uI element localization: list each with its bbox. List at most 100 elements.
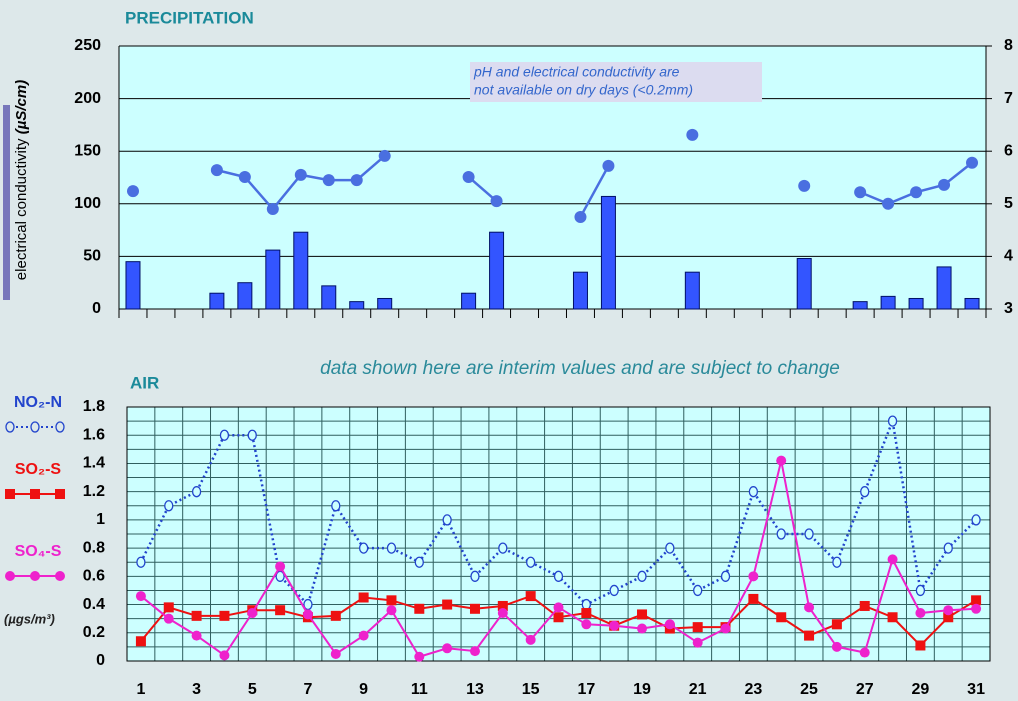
x-tick-label: 17 bbox=[577, 681, 595, 698]
marker bbox=[581, 608, 592, 619]
bar bbox=[349, 301, 365, 310]
marker bbox=[720, 570, 731, 582]
legend-label: SO₄-S bbox=[15, 543, 62, 560]
x-tick-label: 21 bbox=[689, 681, 707, 698]
marker bbox=[798, 179, 811, 192]
marker bbox=[470, 570, 480, 582]
marker bbox=[581, 619, 592, 630]
marker bbox=[525, 634, 536, 645]
marker bbox=[553, 602, 564, 613]
bar bbox=[125, 261, 141, 310]
bar bbox=[852, 301, 868, 310]
marker bbox=[497, 608, 508, 619]
bar bbox=[572, 271, 588, 310]
x-tick-label: 19 bbox=[633, 681, 651, 698]
marker bbox=[831, 641, 842, 652]
y-tick-label: 1.8 bbox=[83, 398, 105, 415]
marker bbox=[776, 612, 787, 623]
chart-subtitle: data shown here are interim values and a… bbox=[320, 358, 840, 379]
marker bbox=[191, 486, 202, 498]
marker bbox=[358, 592, 369, 603]
y-axis-label: electrical conductivity (µS/cm) bbox=[13, 80, 30, 280]
marker bbox=[859, 600, 870, 611]
bar bbox=[321, 285, 337, 310]
y-tick-label: 100 bbox=[74, 195, 101, 212]
bar bbox=[908, 297, 924, 310]
marker bbox=[469, 646, 480, 657]
marker bbox=[498, 542, 508, 554]
y-tick-label: 1.2 bbox=[83, 483, 105, 500]
bar bbox=[461, 292, 477, 310]
legend-marker bbox=[30, 489, 40, 499]
y-axis-label-unit: (µS/cm) bbox=[13, 80, 30, 135]
marker bbox=[386, 542, 397, 554]
marker bbox=[302, 609, 313, 620]
marker bbox=[748, 486, 759, 498]
marker bbox=[525, 591, 536, 602]
bar bbox=[880, 295, 896, 310]
axis-legend-swatch bbox=[3, 105, 10, 300]
unit-label: (µgs/m³) bbox=[4, 611, 55, 626]
marker bbox=[136, 556, 146, 568]
x-tick-label: 25 bbox=[800, 681, 818, 698]
marker bbox=[135, 591, 146, 602]
chart-title: PRECIPITATION bbox=[125, 8, 254, 27]
marker bbox=[574, 210, 587, 223]
plot-border bbox=[126, 406, 991, 662]
y-tick-label: 0 bbox=[92, 300, 101, 317]
marker bbox=[378, 149, 391, 162]
y2-tick-label: 6 bbox=[1004, 142, 1013, 159]
y-tick-label: 0.4 bbox=[83, 596, 105, 613]
marker bbox=[442, 514, 452, 526]
marker bbox=[163, 602, 174, 613]
y-axis-label-text: electrical conductivity bbox=[13, 138, 30, 280]
marker bbox=[692, 637, 703, 648]
marker bbox=[915, 640, 926, 651]
marker bbox=[860, 486, 870, 498]
y-tick-label: 200 bbox=[74, 90, 101, 107]
marker bbox=[219, 610, 230, 621]
x-tick-label: 7 bbox=[303, 681, 312, 698]
marker bbox=[602, 159, 615, 172]
legend-marker bbox=[55, 421, 65, 433]
x-tick-label: 5 bbox=[248, 681, 257, 698]
marker bbox=[776, 455, 787, 466]
x-tick-label: 23 bbox=[744, 681, 762, 698]
marker bbox=[386, 595, 397, 606]
marker bbox=[748, 593, 759, 604]
marker bbox=[490, 195, 503, 208]
marker bbox=[664, 619, 675, 630]
x-tick-label: 29 bbox=[912, 681, 930, 698]
marker bbox=[442, 599, 453, 610]
y-tick-label: 1.4 bbox=[83, 455, 105, 472]
bar bbox=[936, 266, 952, 310]
marker bbox=[882, 197, 895, 210]
y2-tick-label: 4 bbox=[1004, 248, 1013, 265]
marker bbox=[943, 605, 954, 616]
marker bbox=[210, 164, 223, 177]
marker bbox=[943, 612, 954, 623]
bar bbox=[600, 195, 616, 310]
marker bbox=[553, 570, 564, 582]
marker bbox=[915, 584, 926, 597]
y-tick-label: 250 bbox=[74, 37, 101, 54]
annotation-box bbox=[470, 62, 762, 102]
marker bbox=[330, 610, 341, 621]
marker bbox=[219, 650, 230, 661]
annotation: not available on dry days (<0.2mm) bbox=[474, 82, 693, 98]
x-tick-label: 11 bbox=[411, 681, 428, 698]
y2-tick-label: 5 bbox=[1004, 195, 1013, 212]
y-tick-label: 1 bbox=[96, 511, 105, 528]
legend-marker bbox=[5, 421, 15, 433]
chart-title: AIR bbox=[130, 373, 159, 392]
bar bbox=[964, 297, 980, 310]
legend-marker bbox=[55, 489, 65, 499]
marker bbox=[219, 429, 230, 441]
x-tick-label: 15 bbox=[522, 681, 540, 698]
x-tick-label: 9 bbox=[359, 681, 368, 698]
y-tick-label: 1.6 bbox=[83, 426, 105, 443]
marker bbox=[497, 600, 508, 611]
marker bbox=[135, 636, 146, 647]
marker bbox=[553, 612, 564, 623]
marker bbox=[469, 603, 480, 614]
